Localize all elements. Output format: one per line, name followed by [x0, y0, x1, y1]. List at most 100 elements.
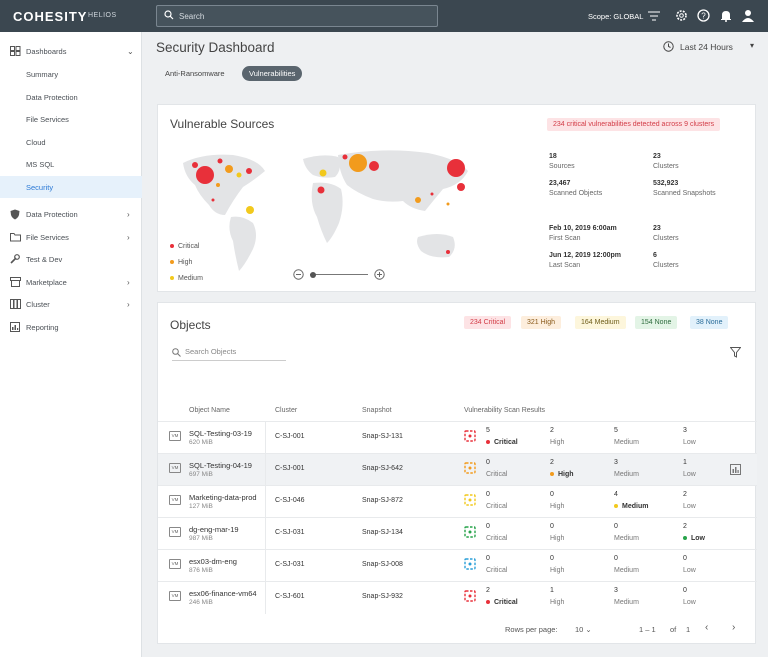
column-header-snapshot[interactable]: Snapshot: [362, 407, 392, 414]
page-total: 1: [686, 625, 691, 634]
time-range-label: Last 24 Hours: [680, 42, 733, 52]
sidebar-item-file-services[interactable]: File Services ›: [0, 226, 142, 248]
legend-label: Critical: [178, 243, 200, 250]
product-name: HELIOS: [88, 12, 117, 19]
chip-medium[interactable]: 164 Medium: [575, 316, 626, 329]
chip-low[interactable]: 154 None: [635, 316, 678, 329]
next-page-button[interactable]: ›: [732, 622, 736, 633]
legend-label: Medium: [178, 275, 203, 282]
count-value: 2: [550, 427, 554, 434]
zoom-slider-handle[interactable]: [310, 271, 316, 278]
sidebar-item-marketplace[interactable]: Marketplace ›: [0, 271, 142, 293]
severity-label: High: [550, 567, 565, 574]
chip-none[interactable]: 38 None: [690, 316, 729, 329]
severity-label: Low: [691, 535, 705, 542]
stat-value: 23: [653, 153, 661, 160]
prev-page-button[interactable]: ‹: [705, 622, 709, 633]
count-label: Low: [683, 535, 705, 542]
object-size: 876 MiB: [189, 567, 213, 574]
sidebar-subitem-label: Security: [26, 183, 54, 192]
gear-icon[interactable]: [675, 9, 688, 22]
count-label: Medium: [614, 471, 639, 478]
scope-selector[interactable]: Scope: GLOBAL: [588, 12, 644, 21]
stat-value: Feb 10, 2019 6:00am: [549, 225, 617, 232]
stat-first-scan: Feb 10, 2019 6:00am First Scan: [549, 225, 617, 242]
object-name[interactable]: SQL-Testing-03-19: [189, 429, 252, 438]
zoom-slider[interactable]: [310, 274, 368, 275]
sidebar-subitem-summary[interactable]: Summary: [0, 63, 142, 85]
sidebar-item-label: Test & Dev: [26, 255, 63, 264]
count-value: 0: [550, 523, 554, 530]
cluster-cell: C-SJ-001: [275, 465, 305, 472]
severity-label: Low: [683, 439, 696, 446]
objects-search-input[interactable]: Search Objects: [172, 346, 286, 361]
world-map[interactable]: [173, 145, 478, 280]
object-name[interactable]: SQL-Testing-04-19: [189, 461, 252, 470]
table-row[interactable]: VM SQL-Testing-03-19 620 MiB C-SJ-001 Sn…: [158, 421, 757, 454]
time-range-selector[interactable]: Last 24 Hours ▾: [663, 40, 757, 54]
vm-icon: VM: [169, 559, 181, 569]
count-label: Low: [683, 599, 696, 606]
rows-per-page-label: Rows per page:: [505, 625, 558, 634]
table-row[interactable]: VM esx06-finance-vm64 246 MiB C-SJ-601 S…: [158, 581, 757, 614]
column-header-scan-results[interactable]: Vulnerability Scan Results: [464, 407, 546, 414]
filter-icon[interactable]: [730, 347, 741, 358]
zoom-out-icon[interactable]: [293, 269, 304, 280]
zoom-in-icon[interactable]: [374, 269, 385, 280]
sidebar-item-cluster[interactable]: Cluster ›: [0, 293, 142, 315]
severity-badge-icon: [464, 462, 476, 474]
column-header-object-name[interactable]: Object Name: [189, 407, 230, 414]
severity-label: Critical: [486, 535, 508, 542]
count-label: Low: [683, 439, 696, 446]
vm-icon: VM: [169, 431, 181, 441]
global-search[interactable]: Search: [156, 5, 438, 27]
count-value: 0: [683, 587, 687, 594]
severity-label: Low: [683, 567, 696, 574]
filter-icon[interactable]: [648, 11, 660, 21]
sidebar-item-label: Cluster: [26, 300, 50, 309]
help-icon[interactable]: ?: [697, 9, 710, 22]
wrench-icon: [10, 254, 20, 264]
sidebar-item-reporting[interactable]: Reporting: [0, 316, 142, 338]
severity-label: Critical: [494, 439, 518, 446]
sidebar-item-test-dev[interactable]: Test & Dev: [0, 248, 142, 270]
severity-label: Low: [683, 471, 696, 478]
object-name[interactable]: esx06-finance-vm64: [189, 589, 257, 598]
stat-label: Clusters: [653, 163, 679, 170]
object-name[interactable]: Marketing-data-prod: [189, 493, 257, 502]
cluster-cell: C-SJ-601: [275, 593, 305, 600]
sidebar-subitem-label: File Services: [26, 115, 69, 124]
count-value: 0: [550, 555, 554, 562]
chip-critical[interactable]: 234 Critical: [464, 316, 512, 329]
bell-icon[interactable]: [720, 9, 732, 22]
user-icon[interactable]: [742, 9, 754, 22]
table-row[interactable]: VM SQL-Testing-04-19 697 MiB C-SJ-001 Sn…: [158, 453, 757, 486]
object-name[interactable]: dg-eng-mar-19: [189, 525, 239, 534]
sidebar-item-label: Dashboards: [26, 47, 67, 56]
sidebar-subitem-ms-sql[interactable]: MS SQL: [0, 153, 142, 175]
sidebar-item-data-protection[interactable]: Data Protection ›: [0, 203, 142, 225]
table-row[interactable]: VM Marketing-data-prod 127 MiB C-SJ-046 …: [158, 485, 757, 518]
sidebar-item-dashboards[interactable]: Dashboards ⌄: [0, 40, 142, 62]
table-row[interactable]: VM dg-eng-mar-19 987 MiB C-SJ-031 Snap-S…: [158, 517, 757, 550]
tab-anti-ransomware[interactable]: Anti-Ransomware: [165, 69, 225, 78]
sidebar-subitem-label: MS SQL: [26, 160, 55, 169]
sidebar-subitem-cloud[interactable]: Cloud: [0, 131, 142, 153]
severity-label: Medium: [614, 471, 639, 478]
report-icon[interactable]: [730, 464, 741, 475]
chip-high[interactable]: 321 High: [521, 316, 562, 329]
tab-vulnerabilities[interactable]: Vulnerabilities: [242, 66, 303, 81]
object-name[interactable]: esx03-dm-eng: [189, 557, 237, 566]
report-icon: [10, 322, 20, 332]
column-header-cluster[interactable]: Cluster: [275, 407, 298, 414]
count-value: 0: [486, 523, 490, 530]
count-value: 2: [550, 459, 554, 466]
column-divider: [265, 422, 266, 454]
sidebar-subitem-security[interactable]: Security: [0, 176, 142, 198]
table-row[interactable]: VM esx03-dm-eng 876 MiB C-SJ-031 Snap-SJ…: [158, 549, 757, 582]
rows-per-page-select[interactable]: 10 ⌄: [575, 625, 592, 634]
severity-label: Medium: [614, 439, 639, 446]
sidebar-subitem-file-services[interactable]: File Services: [0, 108, 142, 130]
vm-icon: VM: [169, 463, 181, 473]
sidebar-subitem-data-protection[interactable]: Data Protection: [0, 86, 142, 108]
